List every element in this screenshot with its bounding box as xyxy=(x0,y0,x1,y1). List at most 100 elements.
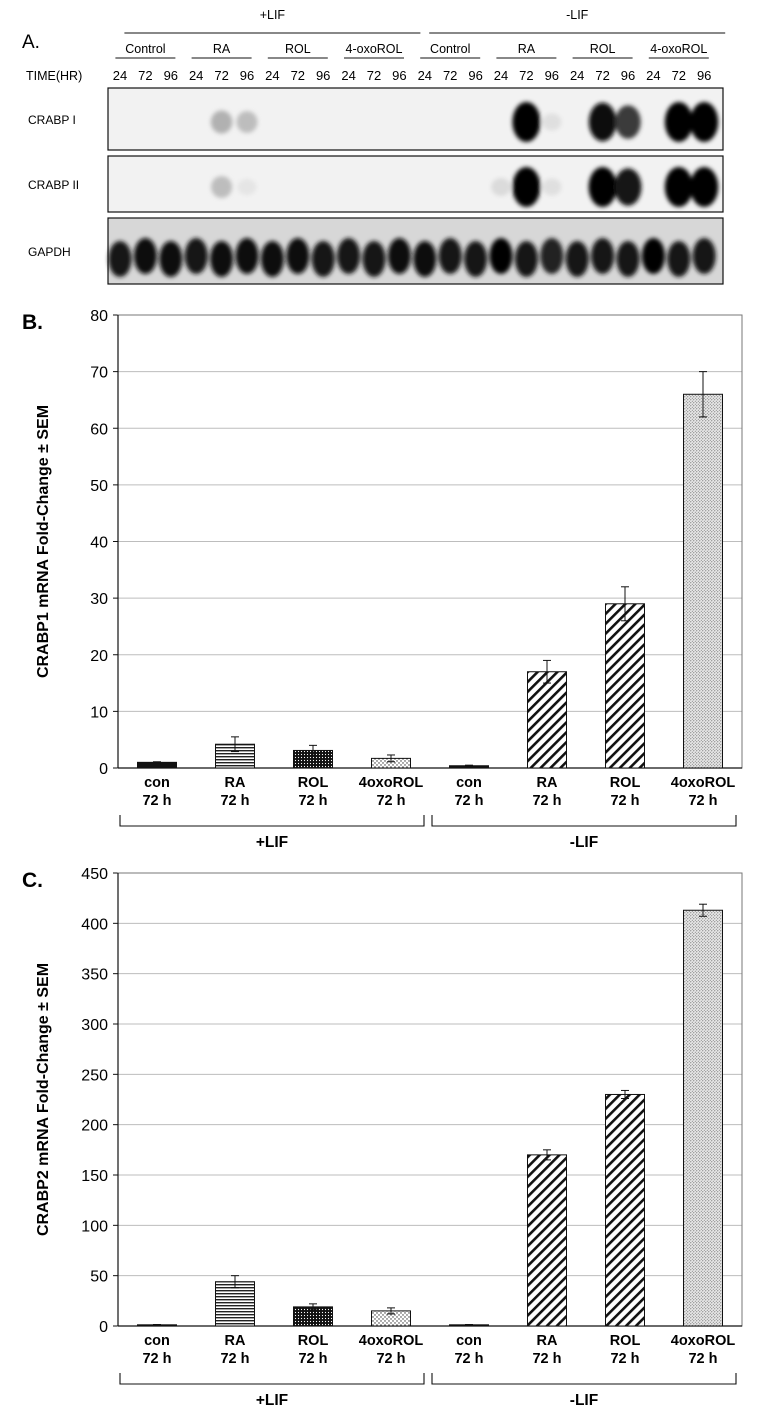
blot-band xyxy=(514,241,538,277)
blot-band xyxy=(491,178,511,196)
panel-c-error-bar xyxy=(387,1307,395,1315)
panel-c-ylabel: CRABP2 mRNA Fold-Change ± SEM xyxy=(35,963,52,1236)
panel-c-ytick-label: 0 xyxy=(99,1319,108,1336)
blot-row-label: GAPDH xyxy=(28,245,71,259)
condition-label: -LIF xyxy=(566,8,589,22)
treatment-label: ROL xyxy=(285,42,311,56)
time-tick-label: 96 xyxy=(240,68,254,83)
blot-band xyxy=(236,111,258,133)
time-tick-label: 24 xyxy=(494,68,508,83)
panel-b-ytick-label: 30 xyxy=(90,591,108,608)
time-tick-label: 72 xyxy=(367,68,381,83)
panel-b-ytick-label: 70 xyxy=(90,365,108,382)
panel-c-ytick-label: 150 xyxy=(81,1168,108,1185)
panel-b-group-label: +LIF xyxy=(256,834,288,851)
panel-c-category-label: RA xyxy=(537,1333,558,1349)
time-tick-label: 24 xyxy=(646,68,660,83)
panel-c-category-label: 72 h xyxy=(376,1351,405,1367)
blot-band xyxy=(184,238,208,274)
blot-band xyxy=(438,238,462,274)
panel-b-group-bracket xyxy=(119,815,425,827)
panel-b-chart: B. 0 10 20 30 40 50 60 70 80 CRABP1 mRNA Fold-Chan… xyxy=(22,308,743,851)
blot-band xyxy=(387,238,411,274)
panel-b-letter: B. xyxy=(22,311,43,334)
panel-c-category-label: 72 h xyxy=(532,1351,561,1367)
panel-b-category-label: RA xyxy=(537,775,558,791)
panel-b-bar xyxy=(683,393,723,769)
blot-band xyxy=(588,102,617,142)
panel-b-category-label: 4oxoROL xyxy=(671,775,736,791)
panel-c-category-label: ROL xyxy=(610,1333,641,1349)
panel-c-ytick-label: 100 xyxy=(81,1218,108,1235)
panel-b-error-bar xyxy=(153,761,161,764)
blot-band xyxy=(692,238,716,274)
panel-b-group-label: -LIF xyxy=(570,834,598,851)
blot-band xyxy=(237,178,257,196)
panel-c-error-bar xyxy=(309,1303,317,1311)
panel-c-ytick-label: 450 xyxy=(81,866,108,883)
panel-b-ytick-label: 10 xyxy=(90,704,108,721)
panel-b-ytick-label: 40 xyxy=(90,535,108,552)
panel-b-category-label: 72 h xyxy=(610,793,639,809)
blot-bands xyxy=(108,238,716,277)
panel-c-bar xyxy=(683,909,723,1327)
panel-b-category-label: 72 h xyxy=(298,793,327,809)
blot-band xyxy=(210,110,233,134)
blot-band xyxy=(512,102,541,142)
panel-c-category-label: 72 h xyxy=(688,1351,717,1367)
panel-c-plot-frame xyxy=(117,872,743,1327)
time-tick-label: 96 xyxy=(164,68,178,83)
panel-c-category-label: con xyxy=(456,1333,482,1349)
panel-b-ytick-label: 0 xyxy=(99,761,108,778)
panel-c-group-bracket xyxy=(119,1373,425,1385)
treatment-label: RA xyxy=(518,42,536,56)
panel-c-ytick-label: 350 xyxy=(81,967,108,984)
blot-band xyxy=(108,241,132,277)
blot-band xyxy=(565,241,589,277)
blot-band xyxy=(489,238,513,274)
blot-bands xyxy=(210,102,719,142)
panel-c-category-label: RA xyxy=(225,1333,246,1349)
blot-band xyxy=(260,241,284,277)
blot-band xyxy=(413,241,437,277)
panel-c-chart: C. 0 50 100 150 200 250 300 350 400 450 CRABP2 mRNA… xyxy=(22,866,743,1409)
blot-band xyxy=(690,102,719,142)
panel-c-error-bar xyxy=(153,1323,161,1326)
panel-b-ylabel: CRABP1 mRNA Fold-Change ± SEM xyxy=(35,405,52,678)
panel-b-category-label: ROL xyxy=(298,775,329,791)
time-tick-label: 96 xyxy=(392,68,406,83)
time-tick-label: 96 xyxy=(621,68,635,83)
time-tick-label: 24 xyxy=(570,68,584,83)
panel-c-bar xyxy=(605,1093,645,1327)
panel-c-ytick-label: 250 xyxy=(81,1067,108,1084)
blot-band xyxy=(362,241,386,277)
time-tick-label: 96 xyxy=(316,68,330,83)
panel-b-ytick-label: 60 xyxy=(90,421,108,438)
panel-c-group-bracket xyxy=(431,1373,737,1385)
time-tick-label: 72 xyxy=(443,68,457,83)
blot-band xyxy=(542,113,562,131)
panel-c-category-label: 72 h xyxy=(220,1351,249,1367)
panel-b-error-bar xyxy=(309,744,317,757)
panel-b-error-bar xyxy=(231,736,239,753)
panel-b-error-bar xyxy=(621,586,629,622)
blot-band xyxy=(641,238,665,274)
condition-label: +LIF xyxy=(260,8,286,22)
time-tick-label: 72 xyxy=(595,68,609,83)
panel-b-category-label: 72 h xyxy=(532,793,561,809)
panel-c-ytick-label: 200 xyxy=(81,1118,108,1135)
panel-c-bar xyxy=(215,1281,255,1327)
panel-b-category-label: RA xyxy=(225,775,246,791)
panel-c-error-bar xyxy=(543,1149,551,1161)
time-tick-label: 96 xyxy=(545,68,559,83)
blot-row-label: CRABP II xyxy=(28,178,79,192)
panel-b-category-label: con xyxy=(456,775,482,791)
panel-c-category-label: 4oxoROL xyxy=(359,1333,424,1349)
time-tick-label: 72 xyxy=(519,68,533,83)
blot-band xyxy=(542,178,562,196)
panel-b-category-label: 72 h xyxy=(688,793,717,809)
treatment-label: 4-oxoROL xyxy=(650,42,707,56)
panel-c-letter: C. xyxy=(22,869,43,892)
panel-b-category-label: con xyxy=(144,775,170,791)
